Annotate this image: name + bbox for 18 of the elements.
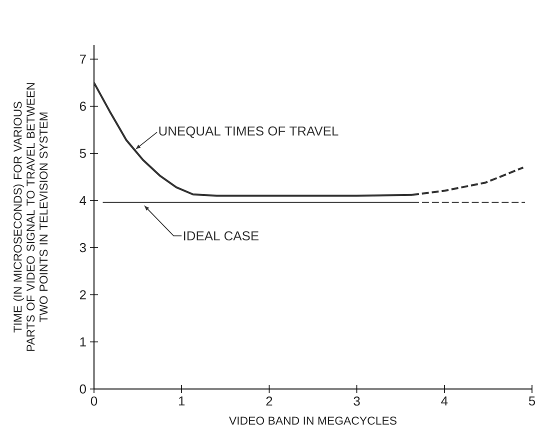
x-tick-label: 0: [90, 396, 98, 406]
legend-label: UNEQUAL TIMES OF TRAVEL: [159, 126, 338, 138]
x-axis-title: VIDEO BAND IN MEGACYCLES: [229, 416, 396, 425]
x-tick-label: 1: [178, 396, 185, 406]
y-tick-label: 6: [80, 102, 86, 111]
x-tick-label: 5: [528, 396, 536, 406]
x-tick-label: 2: [266, 396, 272, 406]
y-tick-label: 4: [80, 196, 86, 205]
y-tick-label: 0: [80, 384, 86, 394]
x-tick-label: 3: [354, 396, 360, 406]
text: IDEAL CASE: [184, 231, 259, 240]
y-tick-label: 3: [80, 243, 86, 252]
y-tick-label: 2: [80, 290, 86, 300]
y-tick-label: 7: [80, 54, 86, 64]
y-tick-label: 5: [80, 148, 86, 158]
x-tick-label: 4: [441, 396, 448, 406]
y-axis-title: TIME (IN MICROSECONDS) FOR VARIOUS PARTS OF VIDEO SIGNAL TO TRAVEL BETWEEN TWO POINTS IN TELEVISION SYSTEM: [13, 83, 48, 351]
y-tick-label: 1: [80, 337, 86, 346]
